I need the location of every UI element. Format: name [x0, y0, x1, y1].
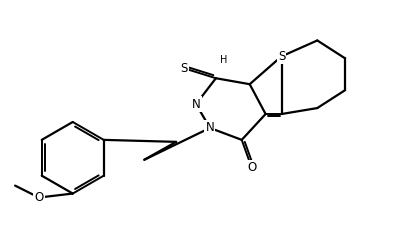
- Text: S: S: [278, 50, 285, 63]
- Text: O: O: [247, 161, 256, 174]
- Text: S: S: [181, 62, 188, 75]
- Text: N: N: [192, 97, 200, 111]
- Text: O: O: [34, 191, 44, 204]
- Text: N: N: [206, 122, 214, 135]
- Text: H: H: [220, 55, 228, 65]
